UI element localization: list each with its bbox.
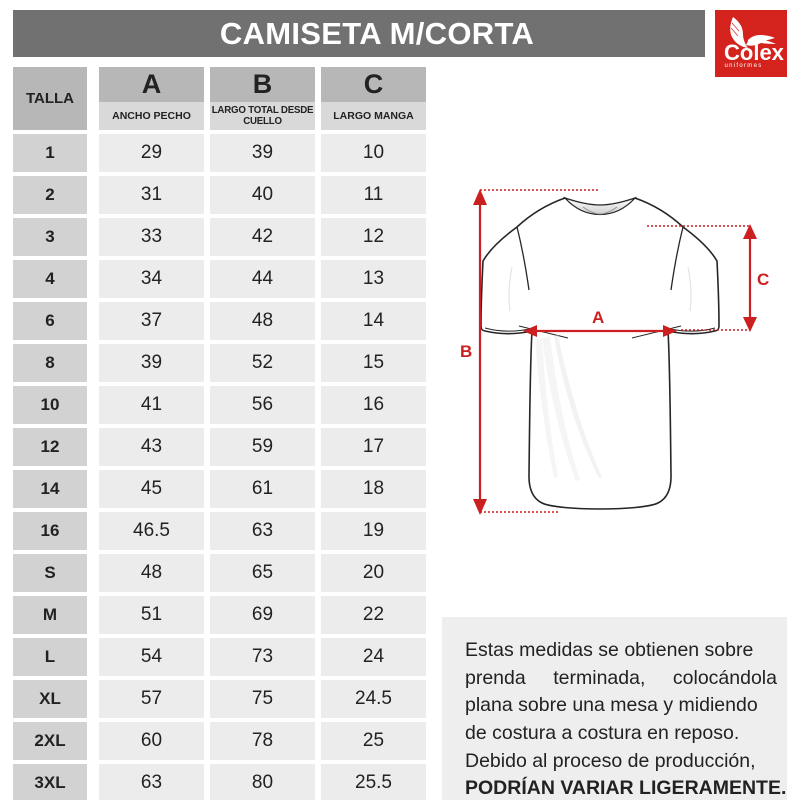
svg-text:B: B (460, 342, 472, 361)
svg-text:A: A (592, 308, 604, 327)
svg-text:C: C (757, 270, 769, 289)
